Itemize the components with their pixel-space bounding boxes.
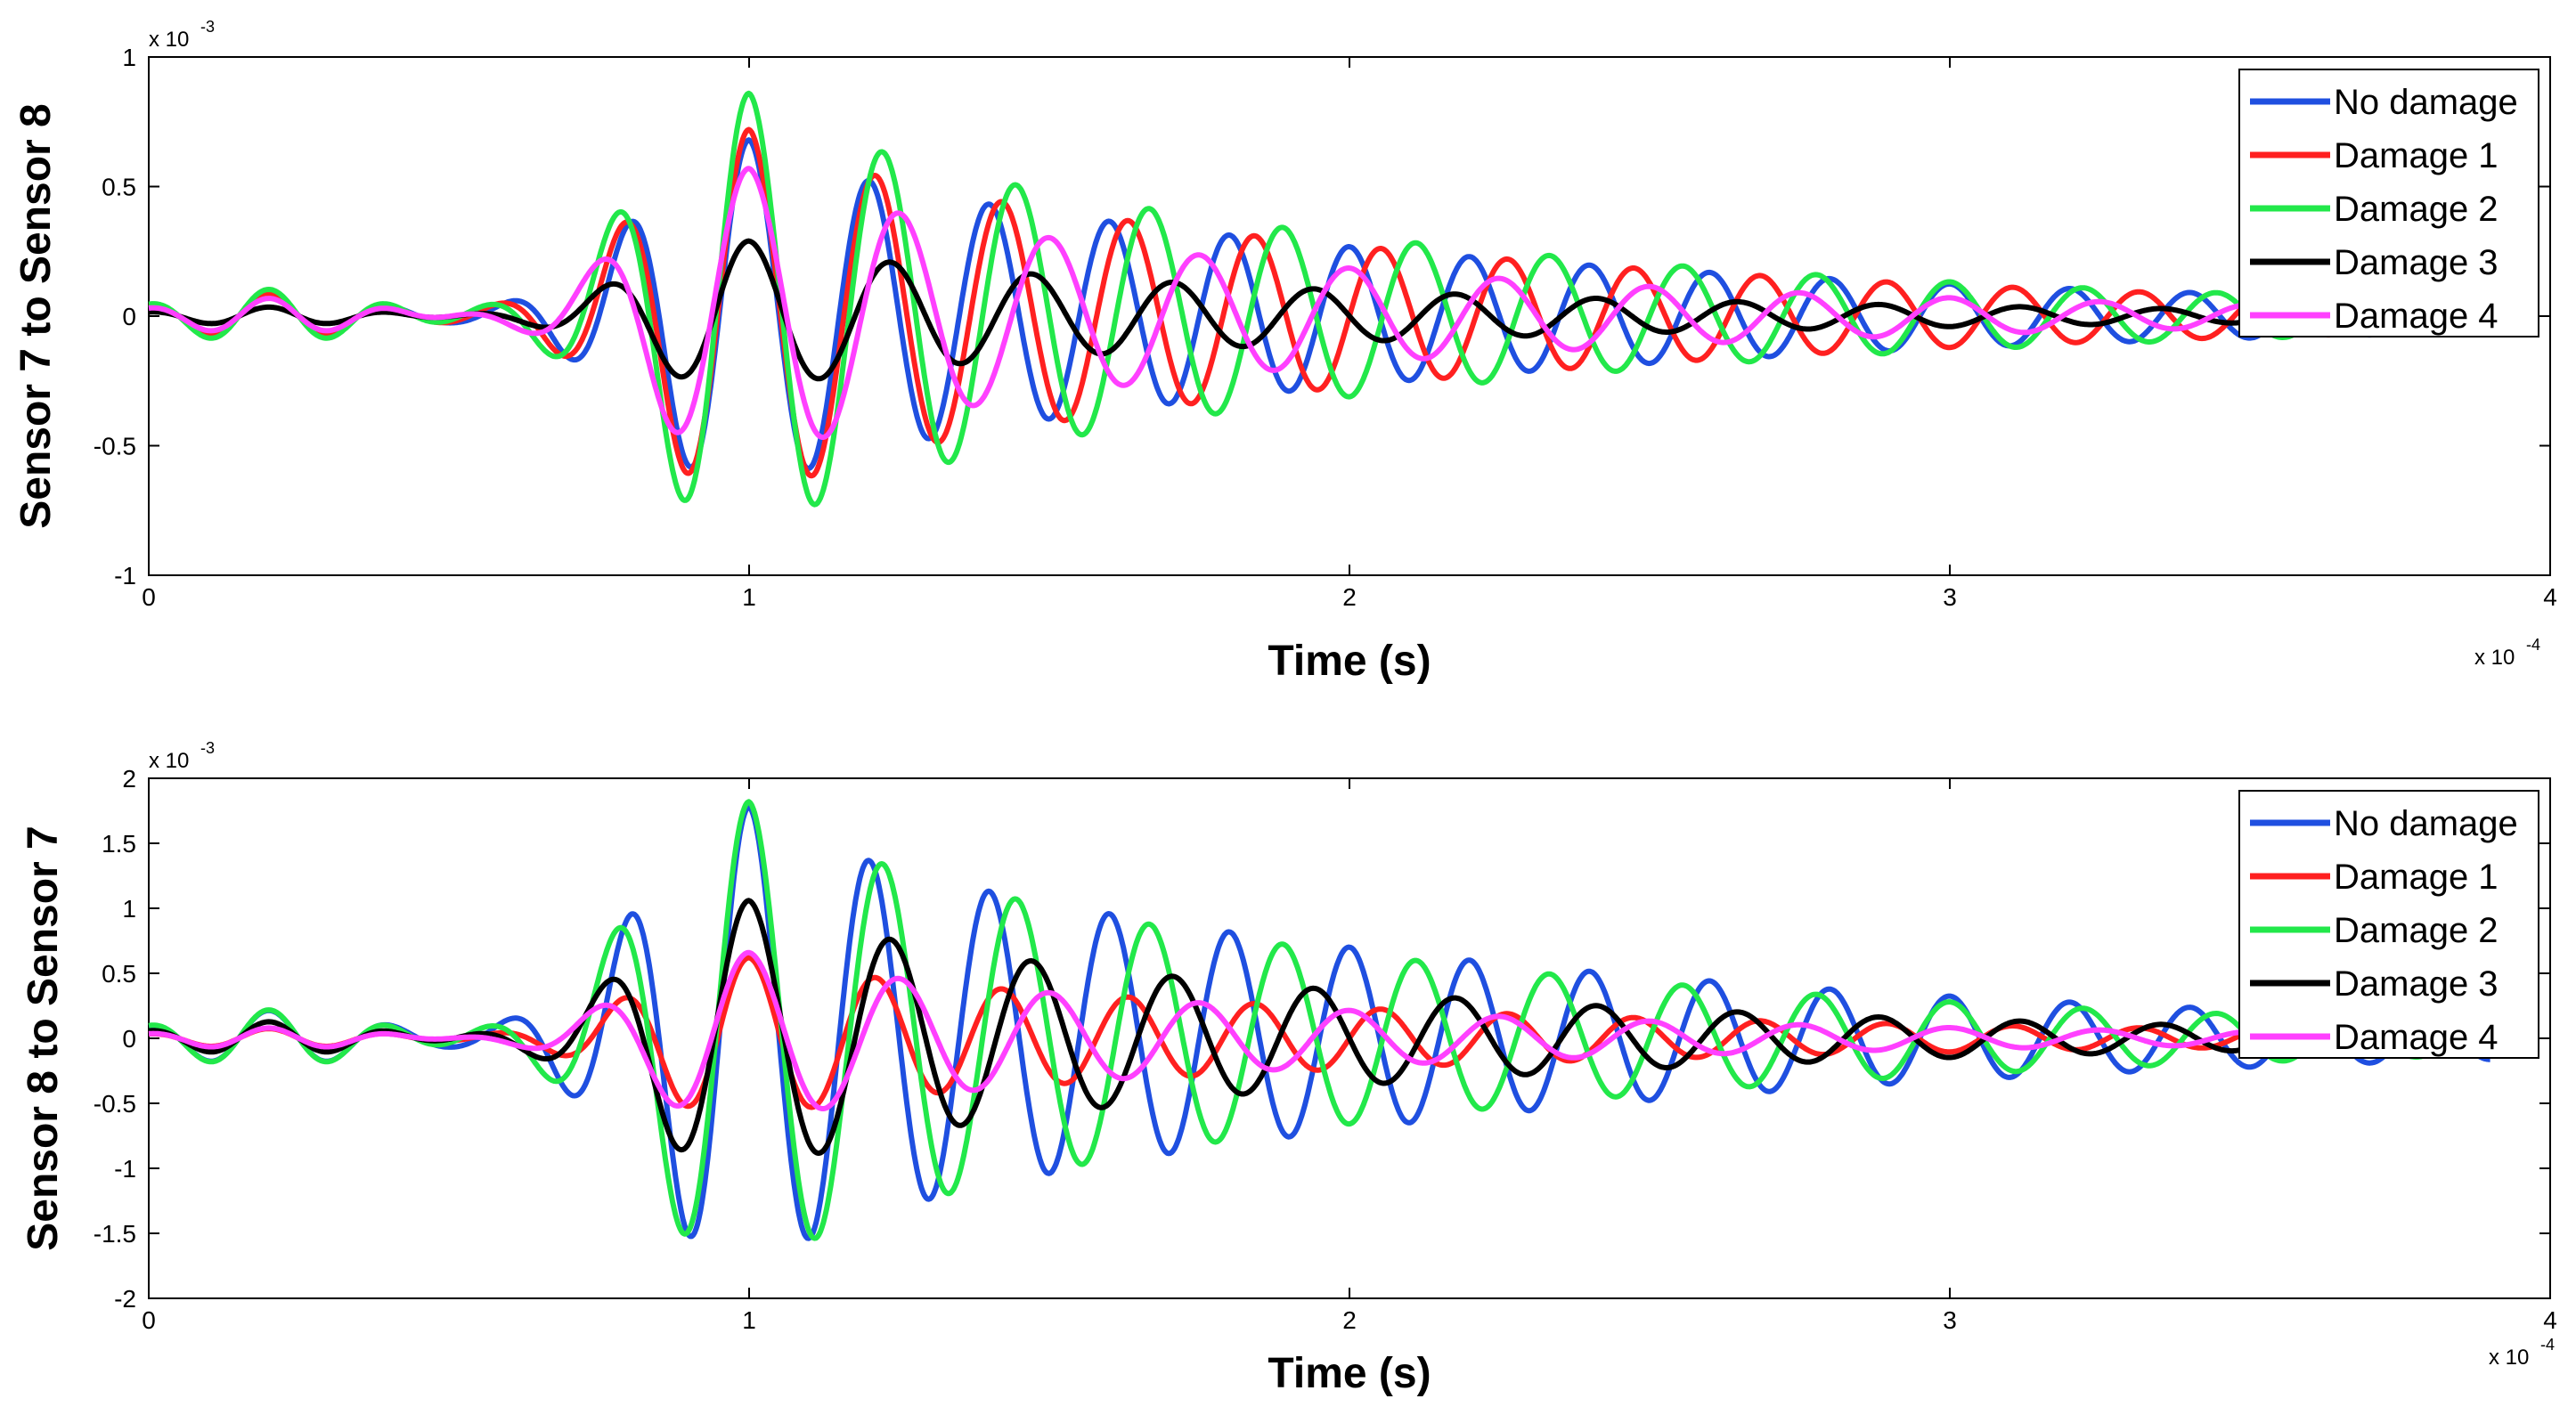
legend: No damage Damage 1 Damage 2 Damage 3 Dam… — [2238, 69, 2539, 337]
x-exponent-power: -4 — [2526, 636, 2540, 654]
series-line-no-damage — [147, 804, 2491, 1241]
y-tick-label: 1 — [122, 895, 136, 923]
y-exponent-label: x 10 — [149, 28, 189, 52]
y-exponent-label: x 10 — [149, 749, 189, 773]
axis-layer: 0 1 2 3 4 -1 -0.5 0 0.5 1 — [94, 44, 2557, 611]
y-tick-label: -1 — [114, 1155, 136, 1183]
y-tick-label: 0.5 — [102, 960, 136, 988]
series-layer — [147, 799, 2491, 1241]
x-tick-label: 1 — [742, 1306, 756, 1334]
y-tick-label: -2 — [114, 1285, 136, 1313]
x-tick-label: 2 — [1342, 583, 1357, 611]
legend-label: Damage 2 — [2334, 190, 2499, 229]
y-tick-label: 0 — [122, 303, 136, 330]
x-tick-label: 4 — [2543, 1306, 2557, 1334]
series-line-damage-2 — [147, 799, 2491, 1241]
y-tick-label: -1 — [114, 562, 136, 590]
y-tick-label: 1 — [122, 44, 136, 71]
series-line-damage-3 — [147, 238, 2491, 382]
x-exponent-power: -4 — [2540, 1336, 2555, 1354]
legend-label: Damage 1 — [2334, 136, 2499, 175]
x-tick-label: 0 — [142, 583, 156, 611]
chart-top: 0 1 2 3 4 -1 -0.5 0 0.5 1 x 10 -3 x 10 -4 Time (s… — [12, 18, 2557, 685]
x-exponent-label: x 10 — [2474, 646, 2515, 670]
y-tick-label: -0.5 — [94, 1090, 136, 1118]
axis-layer: 0 1 2 3 4 -2 -1.5 -1 -0.5 0 0.5 1 1.5 2 — [94, 765, 2557, 1334]
y-exponent-power: -3 — [200, 18, 215, 36]
legend-label: Damage 4 — [2334, 1018, 2499, 1057]
legend-label: Damage 3 — [2334, 964, 2499, 1004]
x-tick-label: 1 — [742, 583, 756, 611]
legend-label: Damage 1 — [2334, 858, 2499, 897]
y-tick-label: -0.5 — [94, 433, 136, 460]
x-exponent-label: x 10 — [2489, 1346, 2529, 1370]
series-line-damage-4 — [147, 166, 2491, 440]
legend: No damage Damage 1 Damage 2 Damage 3 Dam… — [2238, 790, 2539, 1059]
y-tick-label: 0 — [122, 1025, 136, 1053]
series-layer — [147, 90, 2492, 508]
legend-entry-damage-3: Damage 3 — [2250, 964, 2499, 1004]
y-tick-label: -1.5 — [94, 1220, 136, 1248]
chart-bottom: 0 1 2 3 4-2-1.5-1-0.500.511.52 x 10 -3 x 10 … — [20, 739, 2557, 1397]
x-tick-label: 2 — [1342, 1306, 1357, 1334]
legend-entry-no-damage: No damage — [2250, 804, 2518, 843]
legend-entry-damage-3: Damage 3 — [2250, 243, 2499, 282]
legend-label: Damage 2 — [2334, 911, 2499, 950]
legend-entry-damage-2: Damage 2 — [2250, 190, 2499, 229]
y-axis-title: Sensor 8 to Sensor 7 — [20, 825, 67, 1251]
x-tick-label: 4 — [2543, 583, 2557, 611]
series-line-no-damage — [147, 137, 2491, 472]
series-line-damage-2 — [147, 90, 2491, 508]
legend-label: Damage 3 — [2334, 243, 2499, 282]
x-tick-label: 3 — [1943, 583, 1957, 611]
legend-entry-damage-1: Damage 1 — [2250, 858, 2499, 897]
legend-label: Damage 4 — [2334, 297, 2499, 336]
legend-label: No damage — [2334, 804, 2518, 843]
series-line-damage-1 — [147, 955, 2491, 1110]
legend-entry-no-damage: No damage — [2250, 83, 2518, 122]
x-axis-title: Time (s) — [1268, 638, 1431, 685]
series-line-damage-4 — [147, 949, 2491, 1111]
x-tick-label: 3 — [1943, 1306, 1957, 1334]
y-tick-label: 1.5 — [102, 830, 136, 858]
legend-box — [2238, 790, 2539, 1059]
y-exponent-power: -3 — [200, 739, 215, 757]
x-axis-title: Time (s) — [1268, 1350, 1431, 1397]
y-axis-title: Sensor 7 to Sensor 8 — [12, 103, 60, 529]
y-tick-label: 2 — [122, 765, 136, 793]
series-line-damage-3 — [147, 898, 2491, 1156]
legend-entry-damage-2: Damage 2 — [2250, 911, 2499, 950]
legend-box — [2238, 69, 2539, 337]
legend-entry-damage-1: Damage 1 — [2250, 136, 2499, 175]
y-tick-label: 0.5 — [102, 174, 136, 201]
legend-label: No damage — [2334, 83, 2518, 122]
legend-entry-damage-4: Damage 4 — [2250, 297, 2499, 336]
x-tick-label: 0 — [142, 1306, 156, 1334]
legend-entry-damage-4: Damage 4 — [2250, 1018, 2499, 1057]
